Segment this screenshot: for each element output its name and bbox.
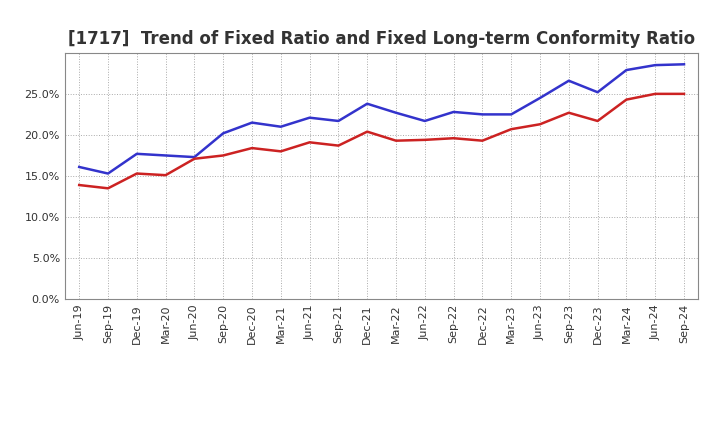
- Fixed Ratio: [622, 67, 631, 73]
- Fixed Ratio: [507, 112, 516, 117]
- Fixed Long-term Conformity Ratio: [564, 110, 573, 115]
- Fixed Long-term Conformity Ratio: [104, 186, 112, 191]
- Fixed Long-term Conformity Ratio: [680, 91, 688, 96]
- Fixed Long-term Conformity Ratio: [536, 121, 544, 127]
- Fixed Long-term Conformity Ratio: [651, 91, 660, 96]
- Fixed Ratio: [449, 109, 458, 114]
- Fixed Ratio: [334, 118, 343, 124]
- Fixed Long-term Conformity Ratio: [190, 156, 199, 161]
- Fixed Long-term Conformity Ratio: [276, 149, 285, 154]
- Fixed Long-term Conformity Ratio: [392, 138, 400, 143]
- Fixed Ratio: [680, 62, 688, 67]
- Fixed Long-term Conformity Ratio: [75, 183, 84, 188]
- Fixed Long-term Conformity Ratio: [248, 146, 256, 151]
- Fixed Ratio: [392, 110, 400, 115]
- Fixed Long-term Conformity Ratio: [622, 97, 631, 102]
- Fixed Ratio: [248, 120, 256, 125]
- Fixed Ratio: [190, 154, 199, 160]
- Fixed Long-term Conformity Ratio: [132, 171, 141, 176]
- Line: Fixed Long-term Conformity Ratio: Fixed Long-term Conformity Ratio: [79, 94, 684, 188]
- Fixed Long-term Conformity Ratio: [449, 136, 458, 141]
- Fixed Long-term Conformity Ratio: [219, 153, 228, 158]
- Fixed Long-term Conformity Ratio: [507, 127, 516, 132]
- Fixed Ratio: [219, 131, 228, 136]
- Fixed Long-term Conformity Ratio: [305, 139, 314, 145]
- Fixed Ratio: [75, 164, 84, 169]
- Fixed Long-term Conformity Ratio: [334, 143, 343, 148]
- Fixed Ratio: [420, 118, 429, 124]
- Fixed Ratio: [104, 171, 112, 176]
- Fixed Long-term Conformity Ratio: [161, 172, 170, 178]
- Fixed Ratio: [593, 90, 602, 95]
- Fixed Ratio: [276, 124, 285, 129]
- Fixed Ratio: [478, 112, 487, 117]
- Fixed Long-term Conformity Ratio: [420, 137, 429, 143]
- Fixed Long-term Conformity Ratio: [478, 138, 487, 143]
- Fixed Long-term Conformity Ratio: [593, 118, 602, 124]
- Fixed Ratio: [305, 115, 314, 120]
- Title: [1717]  Trend of Fixed Ratio and Fixed Long-term Conformity Ratio: [1717] Trend of Fixed Ratio and Fixed Lo…: [68, 30, 696, 48]
- Fixed Ratio: [161, 153, 170, 158]
- Fixed Ratio: [363, 101, 372, 106]
- Line: Fixed Ratio: Fixed Ratio: [79, 64, 684, 173]
- Fixed Ratio: [564, 78, 573, 83]
- Fixed Ratio: [536, 95, 544, 101]
- Fixed Long-term Conformity Ratio: [363, 129, 372, 134]
- Fixed Ratio: [651, 62, 660, 68]
- Fixed Ratio: [132, 151, 141, 157]
